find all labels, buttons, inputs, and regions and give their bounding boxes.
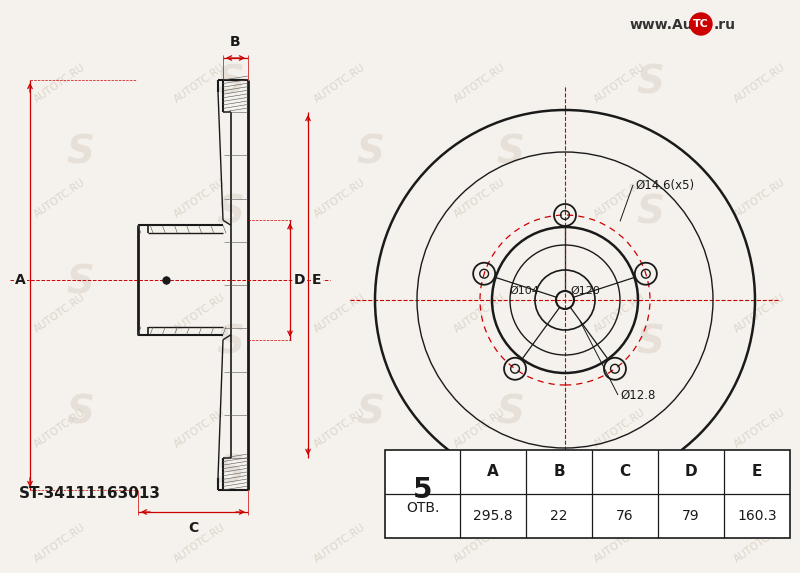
Text: 79: 79 xyxy=(682,509,700,523)
Text: S: S xyxy=(636,194,664,232)
Text: E: E xyxy=(312,273,322,287)
Text: AUTOTC.RU: AUTOTC.RU xyxy=(33,521,87,564)
Text: S: S xyxy=(216,454,244,492)
Text: 5: 5 xyxy=(413,476,432,504)
Text: AUTOTC.RU: AUTOTC.RU xyxy=(173,521,227,564)
Text: S: S xyxy=(496,394,524,432)
Text: AUTOTC.RU: AUTOTC.RU xyxy=(33,407,87,449)
Text: 160.3: 160.3 xyxy=(737,509,777,523)
Text: A: A xyxy=(15,273,26,287)
Text: S: S xyxy=(66,264,94,302)
Text: AUTOTC.RU: AUTOTC.RU xyxy=(173,176,227,219)
Text: AUTOTC.RU: AUTOTC.RU xyxy=(173,407,227,449)
Text: B: B xyxy=(553,465,565,480)
Text: AUTOTC.RU: AUTOTC.RU xyxy=(593,62,647,104)
Text: ST-34111163013: ST-34111163013 xyxy=(19,486,161,501)
Text: D: D xyxy=(685,465,698,480)
Text: Ø14.6(x5): Ø14.6(x5) xyxy=(635,179,694,191)
Text: AUTOTC.RU: AUTOTC.RU xyxy=(33,62,87,104)
Text: AUTOTC.RU: AUTOTC.RU xyxy=(33,292,87,334)
Text: S: S xyxy=(496,134,524,172)
Bar xyxy=(385,450,790,538)
Text: Ø104: Ø104 xyxy=(510,286,539,296)
Text: S: S xyxy=(636,324,664,362)
Text: Ø12.8: Ø12.8 xyxy=(620,388,655,402)
Text: www.Auto: www.Auto xyxy=(630,18,710,32)
Text: C: C xyxy=(188,521,198,535)
Text: AUTOTC.RU: AUTOTC.RU xyxy=(453,176,507,219)
Text: AUTOTC.RU: AUTOTC.RU xyxy=(593,176,647,219)
Text: S: S xyxy=(66,394,94,432)
Text: S: S xyxy=(216,64,244,102)
Text: AUTOTC.RU: AUTOTC.RU xyxy=(313,292,367,334)
Text: S: S xyxy=(636,454,664,492)
Text: 295.8: 295.8 xyxy=(473,509,513,523)
Text: TC: TC xyxy=(693,19,709,29)
Text: 22: 22 xyxy=(550,509,568,523)
Text: AUTOTC.RU: AUTOTC.RU xyxy=(593,521,647,564)
Text: D: D xyxy=(294,273,306,287)
Circle shape xyxy=(690,13,712,35)
Text: AUTOTC.RU: AUTOTC.RU xyxy=(593,292,647,334)
Text: B: B xyxy=(230,35,241,49)
Text: S: S xyxy=(356,394,384,432)
Text: AUTOTC.RU: AUTOTC.RU xyxy=(593,407,647,449)
Text: C: C xyxy=(619,465,630,480)
Text: AUTOTC.RU: AUTOTC.RU xyxy=(453,407,507,449)
Text: AUTOTC.RU: AUTOTC.RU xyxy=(173,62,227,104)
Text: AUTOTC.RU: AUTOTC.RU xyxy=(173,292,227,334)
Text: AUTOTC.RU: AUTOTC.RU xyxy=(733,407,787,449)
Text: E: E xyxy=(752,465,762,480)
Text: AUTOTC.RU: AUTOTC.RU xyxy=(733,292,787,334)
Text: S: S xyxy=(216,194,244,232)
Text: .ru: .ru xyxy=(714,18,736,32)
Text: AUTOTC.RU: AUTOTC.RU xyxy=(313,521,367,564)
Text: S: S xyxy=(216,324,244,362)
Text: ОТВ.: ОТВ. xyxy=(406,501,439,515)
Text: AUTOTC.RU: AUTOTC.RU xyxy=(453,62,507,104)
Text: 76: 76 xyxy=(616,509,634,523)
Text: Ø120: Ø120 xyxy=(570,286,600,296)
Text: AUTOTC.RU: AUTOTC.RU xyxy=(313,407,367,449)
Text: AUTOTC.RU: AUTOTC.RU xyxy=(313,62,367,104)
Text: AUTOTC.RU: AUTOTC.RU xyxy=(453,292,507,334)
Text: S: S xyxy=(356,134,384,172)
Text: AUTOTC.RU: AUTOTC.RU xyxy=(733,521,787,564)
Text: S: S xyxy=(636,64,664,102)
Text: AUTOTC.RU: AUTOTC.RU xyxy=(33,176,87,219)
Text: AUTOTC.RU: AUTOTC.RU xyxy=(733,62,787,104)
Text: A: A xyxy=(487,465,499,480)
Text: AUTOTC.RU: AUTOTC.RU xyxy=(733,176,787,219)
Text: S: S xyxy=(66,134,94,172)
Text: AUTOTC.RU: AUTOTC.RU xyxy=(313,176,367,219)
Text: AUTOTC.RU: AUTOTC.RU xyxy=(453,521,507,564)
